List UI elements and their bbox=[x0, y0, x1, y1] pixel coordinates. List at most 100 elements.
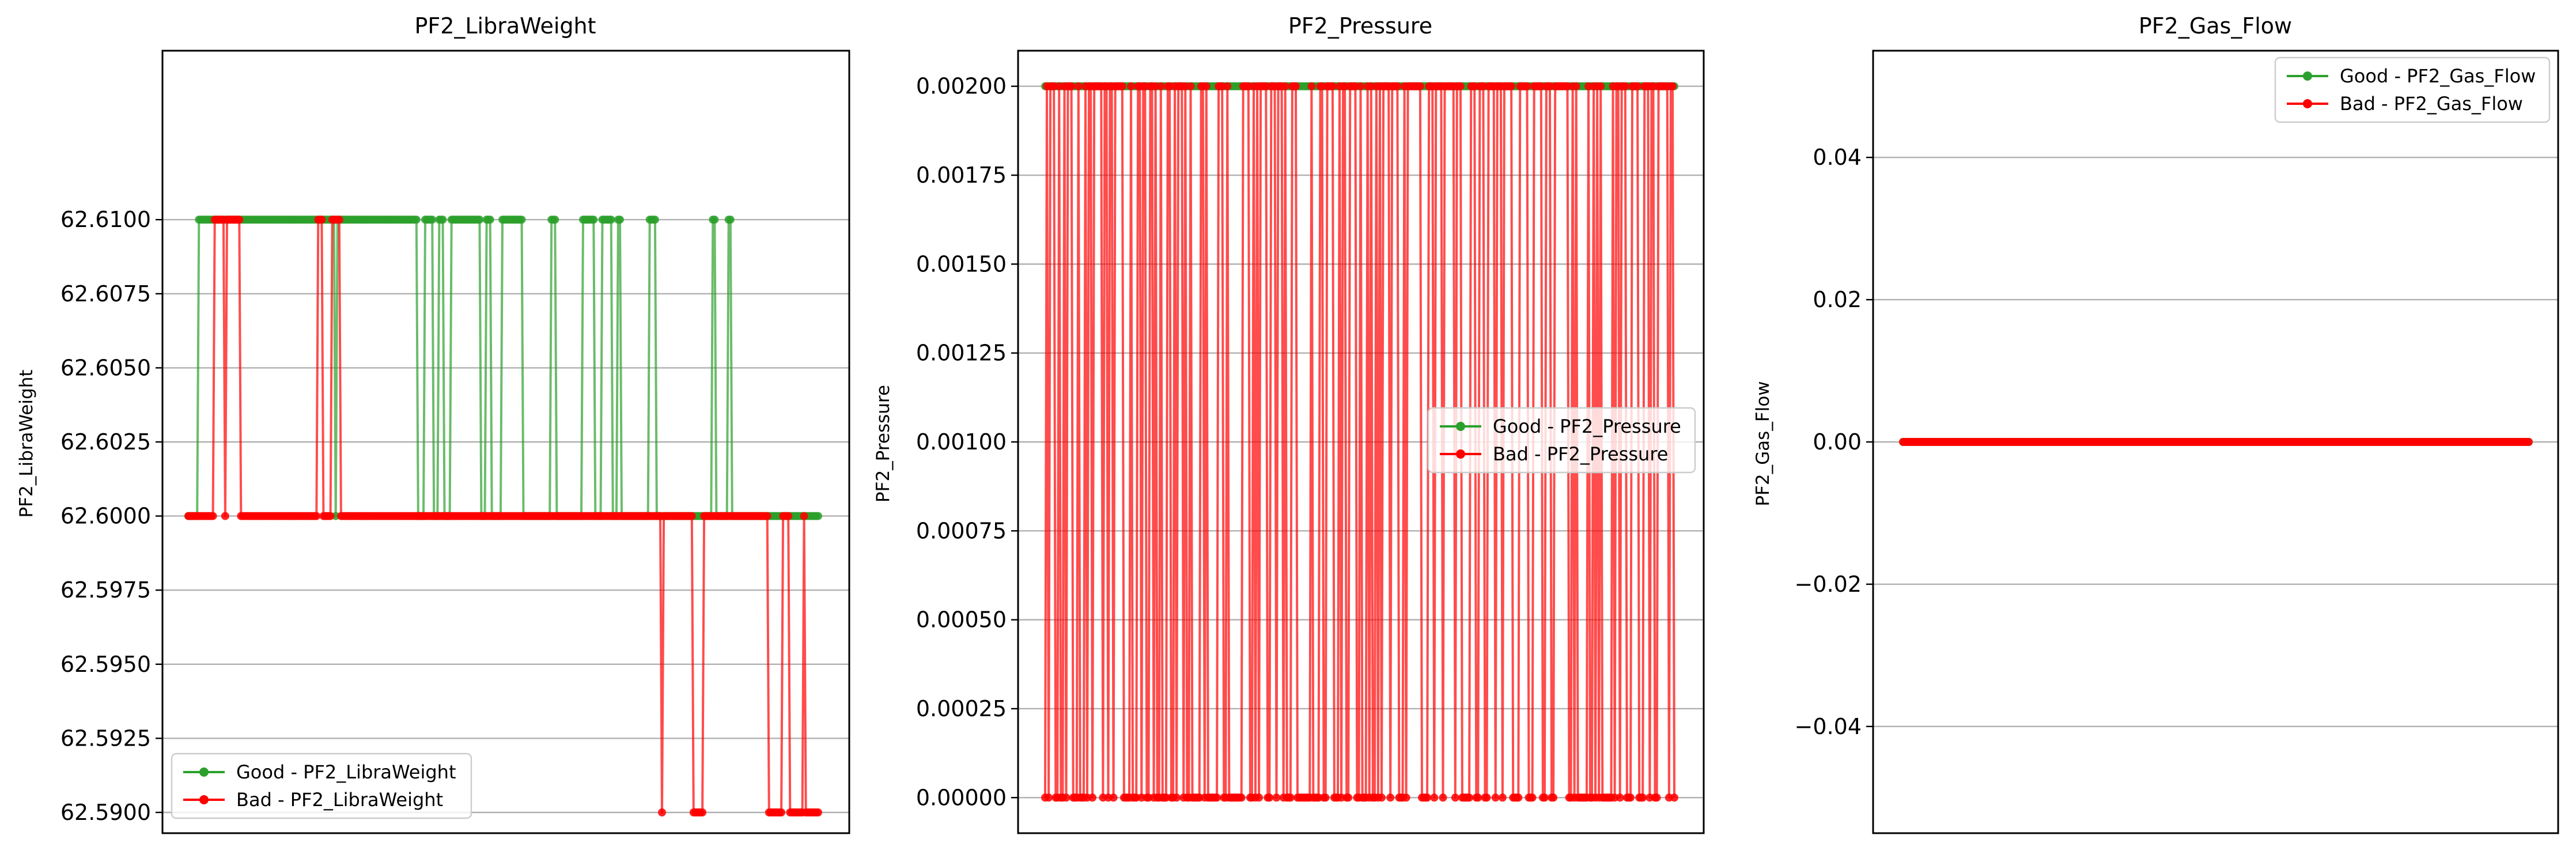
data-point bbox=[1074, 82, 1083, 90]
data-point bbox=[1451, 793, 1459, 802]
data-point bbox=[235, 215, 244, 224]
data-point bbox=[1088, 793, 1097, 802]
data-point bbox=[710, 215, 719, 224]
data-point bbox=[1378, 793, 1386, 802]
data-point bbox=[784, 512, 793, 520]
data-point bbox=[1118, 82, 1126, 90]
data-point bbox=[1652, 793, 1661, 802]
data-point bbox=[1439, 793, 1447, 802]
data-point bbox=[1616, 793, 1624, 802]
data-point bbox=[1045, 793, 1053, 802]
data-point bbox=[1281, 82, 1289, 90]
data-point bbox=[800, 512, 808, 520]
data-point bbox=[486, 215, 494, 224]
data-point bbox=[221, 512, 229, 520]
chart-title: PF2_LibraWeight bbox=[414, 13, 596, 39]
data-point bbox=[1255, 793, 1264, 802]
data-point bbox=[312, 512, 321, 520]
data-point bbox=[1286, 793, 1295, 802]
data-point bbox=[1213, 793, 1221, 802]
data-point bbox=[475, 215, 484, 224]
legend-entry: Bad - PF2_Gas_Flow bbox=[2340, 93, 2523, 115]
legend-entry: Good - PF2_LibraWeight bbox=[236, 761, 456, 783]
data-point bbox=[1456, 82, 1465, 90]
legend-entry: Bad - PF2_Pressure bbox=[1493, 443, 1668, 465]
data-point bbox=[209, 512, 217, 520]
data-point bbox=[1540, 793, 1549, 802]
y-tick-label: 62.5950 bbox=[60, 652, 151, 677]
y-tick-label: 62.5925 bbox=[60, 725, 151, 751]
data-point bbox=[1514, 793, 1523, 802]
data-point bbox=[1572, 82, 1580, 90]
y-tick-label: 62.5975 bbox=[60, 577, 151, 603]
legend-swatch-marker bbox=[2303, 99, 2312, 108]
data-point bbox=[1626, 793, 1635, 802]
y-tick-label: 0.00100 bbox=[916, 429, 1007, 455]
series-markers-bad bbox=[1899, 438, 2533, 446]
data-point bbox=[1498, 793, 1507, 802]
y-tick-label: −0.02 bbox=[1795, 572, 1862, 597]
data-point bbox=[1321, 793, 1330, 802]
y-tick-label: −0.04 bbox=[1795, 714, 1862, 739]
data-point bbox=[1156, 82, 1165, 90]
chart-title: PF2_Pressure bbox=[1288, 13, 1432, 39]
data-point bbox=[412, 215, 421, 224]
data-point bbox=[1507, 82, 1516, 90]
data-point bbox=[1639, 793, 1647, 802]
legend-entry: Good - PF2_Pressure bbox=[1493, 415, 1681, 437]
y-tick-label: 0.00 bbox=[1813, 429, 1862, 455]
data-point bbox=[1528, 793, 1537, 802]
y-tick-label: 0.00125 bbox=[916, 341, 1007, 366]
data-point bbox=[1549, 793, 1558, 802]
legend-swatch-marker bbox=[1456, 422, 1465, 431]
data-point bbox=[438, 215, 447, 224]
data-point bbox=[763, 512, 771, 520]
data-point bbox=[1307, 82, 1316, 90]
y-tick-label: 62.6000 bbox=[60, 504, 151, 529]
data-point bbox=[317, 215, 326, 224]
data-point bbox=[1109, 793, 1118, 802]
series-markers-bad bbox=[1041, 82, 1678, 802]
data-point bbox=[326, 512, 335, 520]
legend: Good - PF2_Pressure Bad - PF2_Pressure bbox=[1427, 407, 1696, 474]
series-markers-bad bbox=[184, 215, 822, 816]
data-point bbox=[698, 808, 707, 816]
y-tick-label: 0.00175 bbox=[916, 162, 1007, 188]
data-point bbox=[658, 808, 666, 816]
data-point bbox=[1265, 793, 1274, 802]
data-point bbox=[1386, 793, 1395, 802]
data-point bbox=[814, 512, 822, 520]
data-point bbox=[616, 215, 624, 224]
y-tick-label: 0.00075 bbox=[916, 518, 1007, 543]
data-point bbox=[1237, 793, 1246, 802]
data-point bbox=[1669, 82, 1677, 90]
data-point bbox=[1523, 82, 1531, 90]
data-point bbox=[1423, 793, 1432, 802]
legend-swatch-marker bbox=[199, 795, 209, 804]
data-point bbox=[1597, 82, 1605, 90]
data-point bbox=[1186, 82, 1195, 90]
data-point bbox=[2525, 438, 2533, 446]
y-tick-label: 0.00000 bbox=[916, 785, 1007, 810]
data-point bbox=[1356, 82, 1365, 90]
data-point bbox=[1272, 793, 1281, 802]
data-point bbox=[1062, 793, 1071, 802]
panel-libra-weight: PF2_LibraWeight PF2_LibraWeight 62.5900 6… bbox=[16, 13, 850, 834]
data-point bbox=[428, 215, 437, 224]
y-tick-label: 62.6050 bbox=[60, 355, 151, 380]
y-axis-label: PF2_Pressure bbox=[873, 385, 894, 502]
y-tick-label: 62.6100 bbox=[60, 207, 151, 232]
legend-box bbox=[1427, 407, 1696, 474]
data-point bbox=[1393, 82, 1402, 90]
data-point bbox=[1344, 793, 1353, 802]
y-tick-label: 0.00025 bbox=[916, 696, 1007, 721]
data-point bbox=[551, 215, 559, 224]
legend-swatch-marker bbox=[2303, 71, 2312, 81]
legend-entry: Good - PF2_Gas_Flow bbox=[2340, 65, 2536, 87]
data-point bbox=[1621, 82, 1629, 90]
panel-gas-flow: PF2_Gas_Flow PF2_Gas_Flow −0.04 −0.02 0.00… bbox=[1753, 13, 2559, 834]
data-point bbox=[1482, 793, 1491, 802]
legend-entry: Bad - PF2_LibraWeight bbox=[236, 789, 443, 811]
data-point bbox=[1402, 793, 1410, 802]
